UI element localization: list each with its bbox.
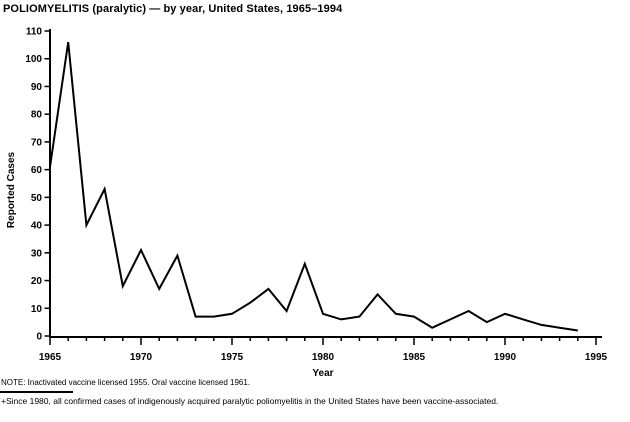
y-tick-label: 90 <box>31 82 43 93</box>
y-tick-label: 10 <box>31 304 43 315</box>
y-axis-title: Reported Cases <box>6 151 17 228</box>
y-tick-label: 70 <box>31 137 43 148</box>
x-tick-label: 1990 <box>494 352 517 363</box>
page-title: POLIOMYELITIS (paralytic) — by year, Uni… <box>3 3 343 15</box>
y-tick-label: 110 <box>26 27 43 38</box>
data-line <box>49 41 578 332</box>
y-tick-label: 50 <box>31 193 43 204</box>
x-tick-label: 1970 <box>130 352 153 363</box>
y-tick-label: 0 <box>36 332 42 343</box>
y-tick-label: 60 <box>31 165 43 176</box>
x-tick-label: 1975 <box>221 352 244 363</box>
y-tick-label: 100 <box>25 54 42 65</box>
y-tick-label: 80 <box>31 110 43 121</box>
y-tick-label: 40 <box>31 221 43 232</box>
x-axis-title: Year <box>312 368 333 379</box>
footnote-text: +Since 1980, all confirmed cases of indi… <box>1 396 499 406</box>
y-tick-label: 20 <box>31 276 43 287</box>
note-text: NOTE: Inactivated vaccine licensed 1955.… <box>1 378 251 387</box>
x-tick-label: 1980 <box>312 352 335 363</box>
y-tick-label: 30 <box>31 248 43 259</box>
x-tick-label: 1965 <box>39 352 62 363</box>
x-tick-label: 1985 <box>403 352 426 363</box>
footnote-divider <box>0 391 73 393</box>
x-tick-label: 1995 <box>585 352 608 363</box>
